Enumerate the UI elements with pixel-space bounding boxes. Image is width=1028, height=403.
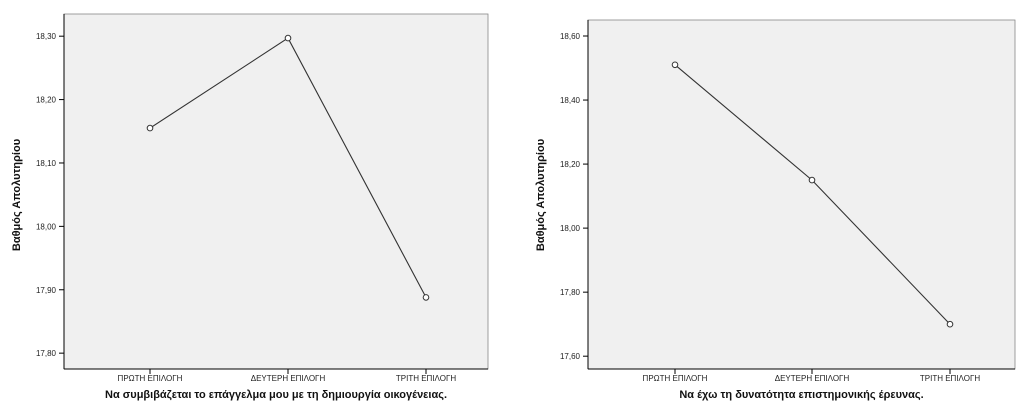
- y-tick-label: 17,90: [36, 286, 57, 295]
- x-tick-label: ΔΕΥΤΕΡΗ ΕΠΙΛΟΓΗ: [251, 374, 326, 383]
- y-tick-label: 18,20: [36, 96, 57, 105]
- data-point: [808, 176, 816, 184]
- data-point: [671, 61, 679, 69]
- y-tick-label: 18,40: [560, 96, 581, 105]
- data-point: [146, 124, 154, 132]
- chart-2: 17,60 17,80 18,00 18,20 18,40 18,60 ΠΡΩΤΗ ΕΠΙΛ…: [535, 19, 1016, 401]
- data-point: [284, 34, 292, 42]
- y-tick-label: 17,60: [560, 352, 581, 361]
- y-tick-label: 17,80: [560, 288, 581, 297]
- data-point: [946, 320, 954, 328]
- y-tick-label: 18,60: [560, 32, 581, 41]
- y-tick-label: 18,30: [36, 32, 57, 41]
- y-tick-label: 18,20: [560, 160, 581, 169]
- data-point: [422, 294, 430, 301]
- y-tick-label: 18,00: [36, 222, 57, 231]
- x-axis-title: Να συμβιβάζεται το επάγγελμα μου με τη δ…: [105, 389, 447, 401]
- y-axis-title: Βαθμός Απολυτηρίου: [11, 139, 23, 251]
- x-tick-label: ΤΡΙΤΗ ΕΠΙΛΟΓΗ: [396, 374, 456, 383]
- plot-area: [587, 19, 1016, 370]
- x-tick-label: ΤΡΙΤΗ ΕΠΙΛΟΓΗ: [920, 374, 980, 383]
- y-tick-label: 17,80: [36, 349, 57, 358]
- y-tick-label: 18,10: [36, 159, 57, 168]
- chart-1: 17,80 17,90 18,00 18,10 18,20 18,30 ΠΡΩΤΗ ΕΠΙΛ…: [11, 13, 489, 401]
- x-tick-label: ΠΡΩΤΗ ΕΠΙΛΟΓΗ: [643, 374, 708, 383]
- x-axis-title: Να έχω τη δυνατότητα επιστημονικής έρευν…: [679, 389, 923, 401]
- x-tick-label: ΔΕΥΤΕΡΗ ΕΠΙΛΟΓΗ: [775, 374, 850, 383]
- y-axis-title: Βαθμός Απολυτηρίου: [535, 139, 547, 251]
- x-tick-label: ΠΡΩΤΗ ΕΠΙΛΟΓΗ: [118, 374, 183, 383]
- y-tick-label: 18,00: [560, 224, 581, 233]
- plot-area: [63, 13, 489, 370]
